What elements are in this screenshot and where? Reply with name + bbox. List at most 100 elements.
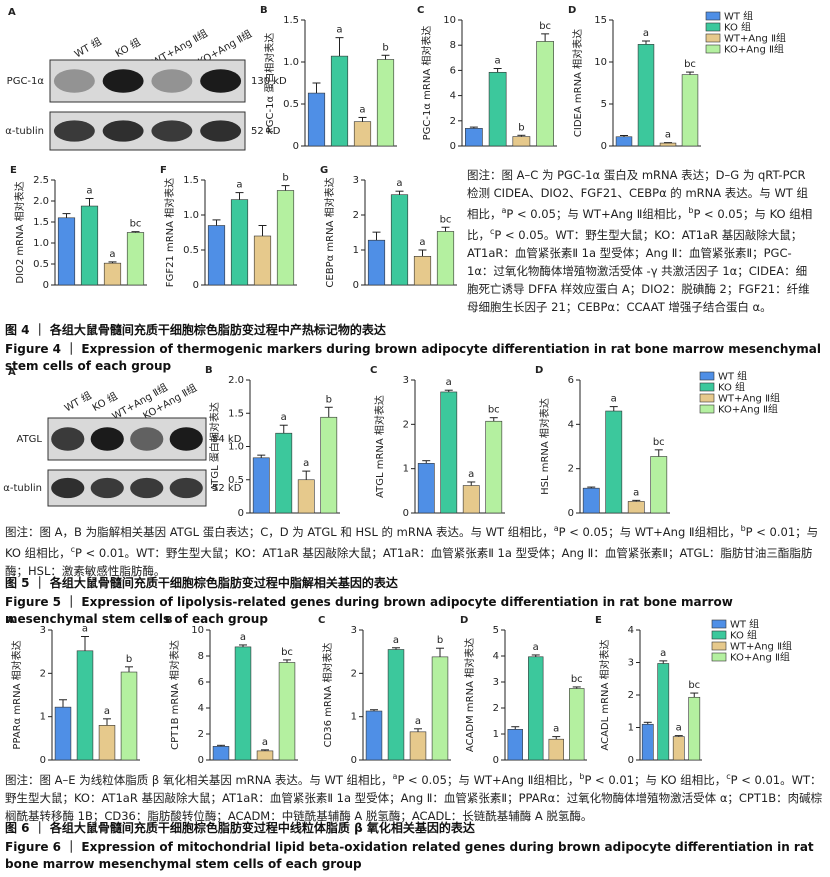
error-bar [620, 135, 628, 137]
bar [367, 239, 386, 286]
legend-label: KO+Ang Ⅱ组 [718, 403, 778, 416]
error-bar [422, 460, 431, 464]
y-axis-label: ACADL mRNA 相对表达 [598, 639, 611, 750]
significance-label: bc [440, 214, 452, 225]
row-label: α-tublin [5, 126, 44, 137]
error-bar [659, 660, 668, 664]
y-axis-label: CD36 mRNA 相对表达 [321, 643, 334, 748]
y-tick-label: 1.0 [228, 442, 244, 453]
legend-swatch [711, 630, 727, 640]
bar [76, 650, 94, 761]
lane-label: WT 组 [72, 35, 104, 61]
y-tick-label: 4 [450, 91, 456, 102]
note-text: a [392, 772, 398, 781]
y-tick-label: 8 [198, 651, 204, 662]
significance-label: a [553, 724, 559, 735]
bar [409, 731, 427, 761]
blot-band [51, 477, 85, 499]
bar [431, 656, 449, 761]
error-bar [674, 735, 683, 737]
panel-letter: B [165, 615, 173, 626]
significance-label: a [86, 185, 92, 196]
y-tick-label: 2 [353, 210, 359, 221]
error-bar [212, 219, 221, 226]
note-text: c [70, 544, 76, 554]
y-tick-label: 2 [568, 464, 574, 475]
y-axis-label: PPARα mRNA 相对表达 [10, 640, 23, 749]
size-label: 54 kD [212, 434, 242, 445]
y-tick-label: 3 [403, 375, 409, 386]
bar [512, 136, 531, 147]
panel-letter: C [417, 5, 424, 16]
caption-cn: 图 4 ｜ 各组大鼠骨髓间充质干细胞棕色脂肪变过程中产热标记物的表达 [5, 323, 386, 337]
panel-letter: B [260, 5, 268, 16]
panel-letter: G [320, 165, 328, 176]
significance-label: a [633, 487, 639, 498]
size-label: 52 kD [251, 126, 281, 137]
y-tick-label: 0 [198, 755, 204, 766]
bar [80, 205, 99, 286]
y-tick-label: 4 [628, 625, 634, 636]
figure-note: 图注：图 A–E 为线粒体脂质 β 氧化相关基因 mRNA 表达。与 WT 组相… [5, 768, 823, 825]
error-bar [279, 424, 288, 434]
y-tick-label: 1.0 [283, 57, 299, 68]
note-text: 图注：图 A–C 为 PGC-1α 蛋白及 mRNA 表达；D–G 为 qRT-… [467, 168, 808, 221]
bar [605, 410, 623, 514]
error-bar [312, 82, 321, 94]
error-bar [444, 389, 453, 392]
note-text: a [553, 524, 559, 533]
y-tick-label: 0 [601, 141, 607, 152]
significance-label: a [446, 377, 452, 388]
bar [212, 746, 230, 761]
error-bar [690, 692, 699, 698]
bar [57, 217, 76, 286]
error-bar [441, 226, 450, 232]
bar [650, 456, 668, 514]
y-tick-label: 1.0 [183, 210, 199, 221]
error-bar [217, 744, 225, 747]
size-label: 130 kD [251, 76, 287, 87]
significance-label: a [665, 130, 671, 141]
error-bar [59, 699, 67, 708]
y-tick-label: 0.5 [228, 475, 244, 486]
legend-label: KO 组 [718, 381, 745, 394]
significance-label: bc [684, 59, 696, 70]
significance-label: b [126, 654, 132, 665]
note-text: P < 0.01；与 KO 组相比， [584, 772, 727, 787]
bar [436, 231, 455, 286]
bar [297, 479, 315, 514]
legend-label: WT+Ang Ⅱ组 [718, 392, 780, 405]
error-bar [517, 134, 526, 137]
significance-label: a [676, 723, 682, 734]
legend-swatch [705, 11, 721, 21]
bar [353, 121, 372, 147]
y-axis-label: CPT1B mRNA 相对表达 [168, 640, 181, 750]
significance-label: a [393, 635, 399, 646]
blot-band [53, 120, 95, 142]
error-bar [572, 686, 581, 689]
y-tick-label: 3 [351, 625, 357, 636]
significance-label: b [437, 635, 443, 646]
y-tick-label: 15 [594, 15, 607, 26]
y-tick-label: 2 [40, 668, 46, 679]
y-tick-label: 2 [628, 690, 634, 701]
bar [278, 662, 296, 761]
y-tick-label: 0 [43, 280, 49, 291]
bar [582, 487, 600, 514]
y-tick-label: 4 [198, 703, 204, 714]
y-tick-label: 0 [403, 508, 409, 519]
legend-swatch [711, 652, 727, 662]
bar [688, 696, 701, 761]
error-bar [392, 647, 400, 650]
blot-band [169, 477, 203, 499]
bar [413, 255, 432, 286]
significance-label: bc [488, 405, 500, 416]
significance-label: a [336, 25, 342, 36]
error-bar [103, 718, 111, 726]
error-bar [258, 225, 267, 236]
error-bar [642, 40, 650, 45]
blot-band [169, 427, 203, 451]
bar [681, 74, 699, 147]
y-tick-label: 1.5 [283, 15, 299, 26]
